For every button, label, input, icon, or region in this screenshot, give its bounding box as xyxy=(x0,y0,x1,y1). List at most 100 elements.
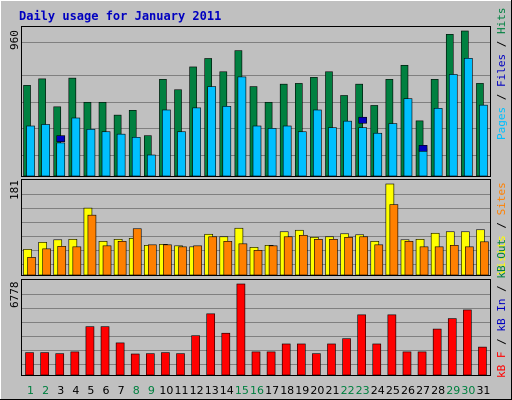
bar-sites-day-24-fill xyxy=(374,244,384,276)
bar-kbf-day-15 xyxy=(236,283,246,376)
bar-sites-day-15-fill xyxy=(238,243,248,276)
bar-files-day-27-fill xyxy=(418,148,428,177)
bar-sites-day-9 xyxy=(148,244,157,276)
bar-kbf-day-9-fill xyxy=(146,353,155,376)
legend-sep: / xyxy=(495,34,508,54)
bar-files-day-13-fill xyxy=(207,86,217,177)
bar-files-day-19-fill xyxy=(297,131,307,177)
bar-kbf-day-3 xyxy=(55,353,65,376)
legend-sep: / xyxy=(495,215,508,235)
bar-kbf-day-6-fill xyxy=(100,326,110,376)
bar-sites-day-21-fill xyxy=(329,239,338,276)
ymax-label-bottom: 6778 xyxy=(8,282,21,309)
bar-sites-day-13 xyxy=(208,236,218,276)
bar-kbf-day-3-fill xyxy=(55,353,65,376)
bar-kbf-day-22-fill xyxy=(342,338,351,376)
bar-files-day-23-fill xyxy=(358,127,367,177)
day-labels: 1 2 3 4 5 6 7 8 9 10 11 12 13 14 15 16 17 18 19 20 21 22 23 24 2… xyxy=(27,384,490,397)
bar-sites-day-6 xyxy=(102,245,112,276)
bar-files-day-29-fill xyxy=(448,74,458,177)
day-label-29: 29 xyxy=(446,384,460,397)
legend-middle: Visits / Sites xyxy=(495,182,508,275)
bar-sites-day-19 xyxy=(298,234,308,276)
bar-sites-day-12-fill xyxy=(193,245,202,276)
bar-kbf-day-4-fill xyxy=(70,351,80,376)
bar-kbf-day-5-fill xyxy=(85,326,95,376)
bar-files-day-9 xyxy=(147,154,156,177)
bar-sites-day-2 xyxy=(42,248,51,276)
legend-kb-f: kB F xyxy=(495,352,508,379)
bar-kbf-day-31-fill xyxy=(478,346,487,376)
bar-files-day-4 xyxy=(71,117,81,177)
bar-kbf-day-1-fill xyxy=(25,352,34,376)
bar-sites-day-17 xyxy=(268,245,278,276)
bar-sites-day-11-fill xyxy=(178,246,187,276)
bar-kbf-day-24 xyxy=(372,343,382,376)
legend-pages: Pages xyxy=(495,107,508,140)
bar-sites-day-16-fill xyxy=(253,250,263,276)
bar-files-day-4-fill xyxy=(71,117,81,177)
day-label-2: 2 xyxy=(42,384,49,397)
bar-files-day-1 xyxy=(26,125,35,177)
bar-sites-day-21 xyxy=(329,239,338,276)
bar-sites-day-22 xyxy=(344,236,353,276)
bar-kbf-day-2-fill xyxy=(40,352,49,376)
bar-sites-day-4 xyxy=(72,246,82,276)
day-label-23: 23 xyxy=(356,384,370,397)
bar-pages-day-23-fill xyxy=(358,116,367,124)
bar-sites-day-5 xyxy=(87,214,97,276)
bar-sites-day-16 xyxy=(253,250,263,276)
bar-files-day-23 xyxy=(358,127,367,177)
bar-kbf-day-16-fill xyxy=(251,351,261,376)
bar-files-day-12-fill xyxy=(192,107,201,177)
bar-sites-day-7 xyxy=(117,241,127,276)
bar-files-day-3 xyxy=(56,142,66,177)
bar-files-day-6 xyxy=(101,131,111,177)
day-label-17: 17 xyxy=(265,384,279,397)
bar-kbf-day-16 xyxy=(251,351,261,376)
day-label-9: 9 xyxy=(148,384,155,397)
bar-files-day-24 xyxy=(373,132,383,177)
bar-files-day-17 xyxy=(267,128,277,177)
bar-files-day-13 xyxy=(207,86,217,177)
bar-files-day-22 xyxy=(343,120,352,177)
bar-files-day-31 xyxy=(479,104,488,177)
bar-kbf-day-28 xyxy=(432,328,442,376)
bar-files-day-27 xyxy=(418,148,428,177)
bar-kbf-day-11-fill xyxy=(176,353,185,376)
bar-kbf-day-7-fill xyxy=(115,342,125,376)
bar-files-day-10 xyxy=(162,109,171,177)
bar-sites-day-30-fill xyxy=(465,246,474,276)
bar-kbf-day-5 xyxy=(85,326,95,376)
bar-sites-day-1-fill xyxy=(27,257,36,276)
legend-sep: / xyxy=(495,87,508,107)
bar-files-day-20 xyxy=(313,109,322,177)
bar-files-day-5 xyxy=(86,129,96,177)
legend-sites: Sites xyxy=(495,182,508,215)
bar-kbf-day-8 xyxy=(130,353,140,376)
bar-kbf-day-30 xyxy=(463,309,472,376)
day-label-21: 21 xyxy=(325,384,339,397)
day-label-7: 7 xyxy=(118,384,125,397)
bar-kbf-day-10 xyxy=(161,352,170,376)
bar-pages-day-27 xyxy=(418,145,428,152)
bar-files-day-5-fill xyxy=(86,129,96,177)
day-label-15: 15 xyxy=(235,384,249,397)
legend-top: Pages / Files / Hits xyxy=(495,8,508,141)
legend-visits: Visits xyxy=(495,235,508,275)
bar-files-day-14-fill xyxy=(222,106,232,177)
bar-kbf-day-4 xyxy=(70,351,80,376)
legend-sep: / xyxy=(495,332,508,352)
bar-sites-day-26-fill xyxy=(404,241,414,276)
bar-files-day-8 xyxy=(131,137,141,177)
bar-kbf-day-23 xyxy=(357,314,366,376)
bar-files-day-16 xyxy=(252,125,262,177)
bar-sites-day-29 xyxy=(449,245,459,276)
day-label-28: 28 xyxy=(431,384,445,397)
day-label-26: 26 xyxy=(401,384,415,397)
bar-sites-day-28-fill xyxy=(434,246,444,276)
bar-kbf-day-21-fill xyxy=(327,343,336,376)
bar-sites-day-31 xyxy=(480,241,489,276)
bar-pages-day-23 xyxy=(358,116,367,124)
